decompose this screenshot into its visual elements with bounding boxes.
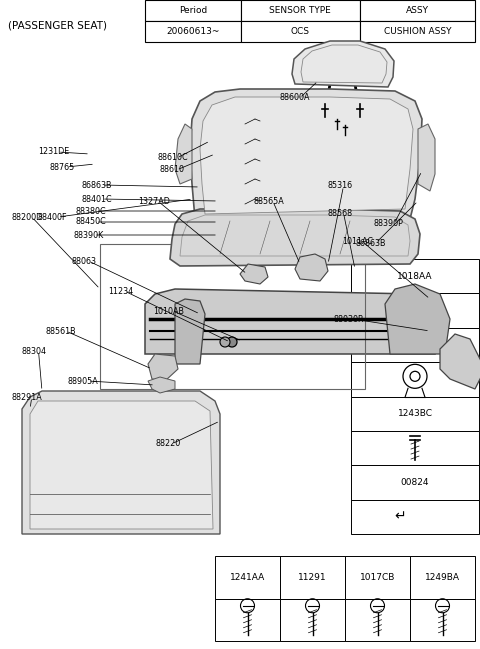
Bar <box>351 328 479 362</box>
Polygon shape <box>292 41 394 87</box>
Text: 1241AA: 1241AA <box>230 573 265 582</box>
Bar <box>351 465 479 500</box>
Text: 88765: 88765 <box>50 162 75 171</box>
Text: 88390K: 88390K <box>74 230 104 239</box>
Text: ASSY: ASSY <box>406 6 429 15</box>
Text: 11291: 11291 <box>298 573 327 582</box>
Text: 88030R: 88030R <box>333 315 363 323</box>
Text: SENSOR TYPE: SENSOR TYPE <box>269 6 331 15</box>
Text: 88390P: 88390P <box>374 219 404 228</box>
Bar <box>215 556 280 598</box>
Polygon shape <box>200 97 413 214</box>
Bar <box>280 598 345 641</box>
Text: 88600A: 88600A <box>280 93 311 103</box>
Text: 88304: 88304 <box>22 347 47 356</box>
Text: 88183B: 88183B <box>397 341 432 349</box>
Bar <box>351 362 479 397</box>
Circle shape <box>227 337 237 347</box>
Text: 88291A: 88291A <box>12 393 43 402</box>
Polygon shape <box>30 401 213 529</box>
Text: 88401C: 88401C <box>82 195 113 204</box>
Bar <box>240 0 360 21</box>
Text: 1231DE: 1231DE <box>38 147 69 156</box>
Text: 1011AC: 1011AC <box>342 236 373 245</box>
Polygon shape <box>170 209 420 266</box>
Text: 88561B: 88561B <box>46 326 77 336</box>
Text: 88905A: 88905A <box>68 376 99 386</box>
Polygon shape <box>418 124 435 191</box>
Bar <box>280 556 345 598</box>
Text: Period: Period <box>179 6 207 15</box>
Text: 85316: 85316 <box>327 182 352 191</box>
Bar <box>215 598 280 641</box>
Text: 88200D: 88200D <box>12 212 43 221</box>
Text: 00824: 00824 <box>401 478 429 487</box>
Text: 11234: 11234 <box>108 286 133 295</box>
Text: 88400F: 88400F <box>38 212 68 221</box>
Polygon shape <box>148 354 178 381</box>
Text: 88450C: 88450C <box>76 217 107 227</box>
Polygon shape <box>190 89 422 219</box>
Text: ↵: ↵ <box>394 510 406 524</box>
Text: 1243BC: 1243BC <box>397 409 432 418</box>
Text: OCS: OCS <box>290 27 310 36</box>
Text: 20060613~: 20060613~ <box>166 27 219 36</box>
Polygon shape <box>145 289 435 354</box>
Text: CUSHION ASSY: CUSHION ASSY <box>384 27 451 36</box>
Bar <box>351 259 479 293</box>
Bar <box>100 244 365 389</box>
Bar <box>360 21 475 42</box>
Circle shape <box>220 337 230 347</box>
Polygon shape <box>22 391 220 534</box>
Text: 86863B: 86863B <box>82 180 112 190</box>
Text: (PASSENGER SEAT): (PASSENGER SEAT) <box>8 21 107 31</box>
Text: 88063: 88063 <box>72 256 97 265</box>
Text: 88380C: 88380C <box>76 206 107 215</box>
Circle shape <box>410 371 420 382</box>
Text: 1018AA: 1018AA <box>397 272 433 280</box>
Text: 88610C: 88610C <box>157 154 188 162</box>
Polygon shape <box>148 377 175 393</box>
Polygon shape <box>385 284 450 354</box>
Text: 1327AD: 1327AD <box>138 197 170 206</box>
Bar <box>240 21 360 42</box>
Bar <box>345 598 410 641</box>
Bar <box>360 0 475 21</box>
Text: 88568: 88568 <box>327 208 352 217</box>
Polygon shape <box>440 334 480 389</box>
Bar <box>410 556 475 598</box>
Bar <box>351 431 479 465</box>
Bar <box>410 598 475 641</box>
Bar <box>351 293 479 328</box>
Bar <box>345 556 410 598</box>
Text: 1010AB: 1010AB <box>153 306 184 315</box>
Text: 1249BA: 1249BA <box>425 573 460 582</box>
Bar <box>145 21 240 42</box>
Text: 1017CB: 1017CB <box>360 573 395 582</box>
Polygon shape <box>295 254 328 281</box>
Text: 88220: 88220 <box>155 439 180 448</box>
Text: 88565A: 88565A <box>253 197 284 206</box>
Polygon shape <box>175 124 192 184</box>
Text: 88610: 88610 <box>160 165 185 175</box>
Bar <box>145 0 240 21</box>
Polygon shape <box>240 264 268 284</box>
Polygon shape <box>175 299 205 364</box>
Text: 86863B: 86863B <box>356 238 386 247</box>
Bar <box>351 397 479 431</box>
Bar <box>351 500 479 534</box>
